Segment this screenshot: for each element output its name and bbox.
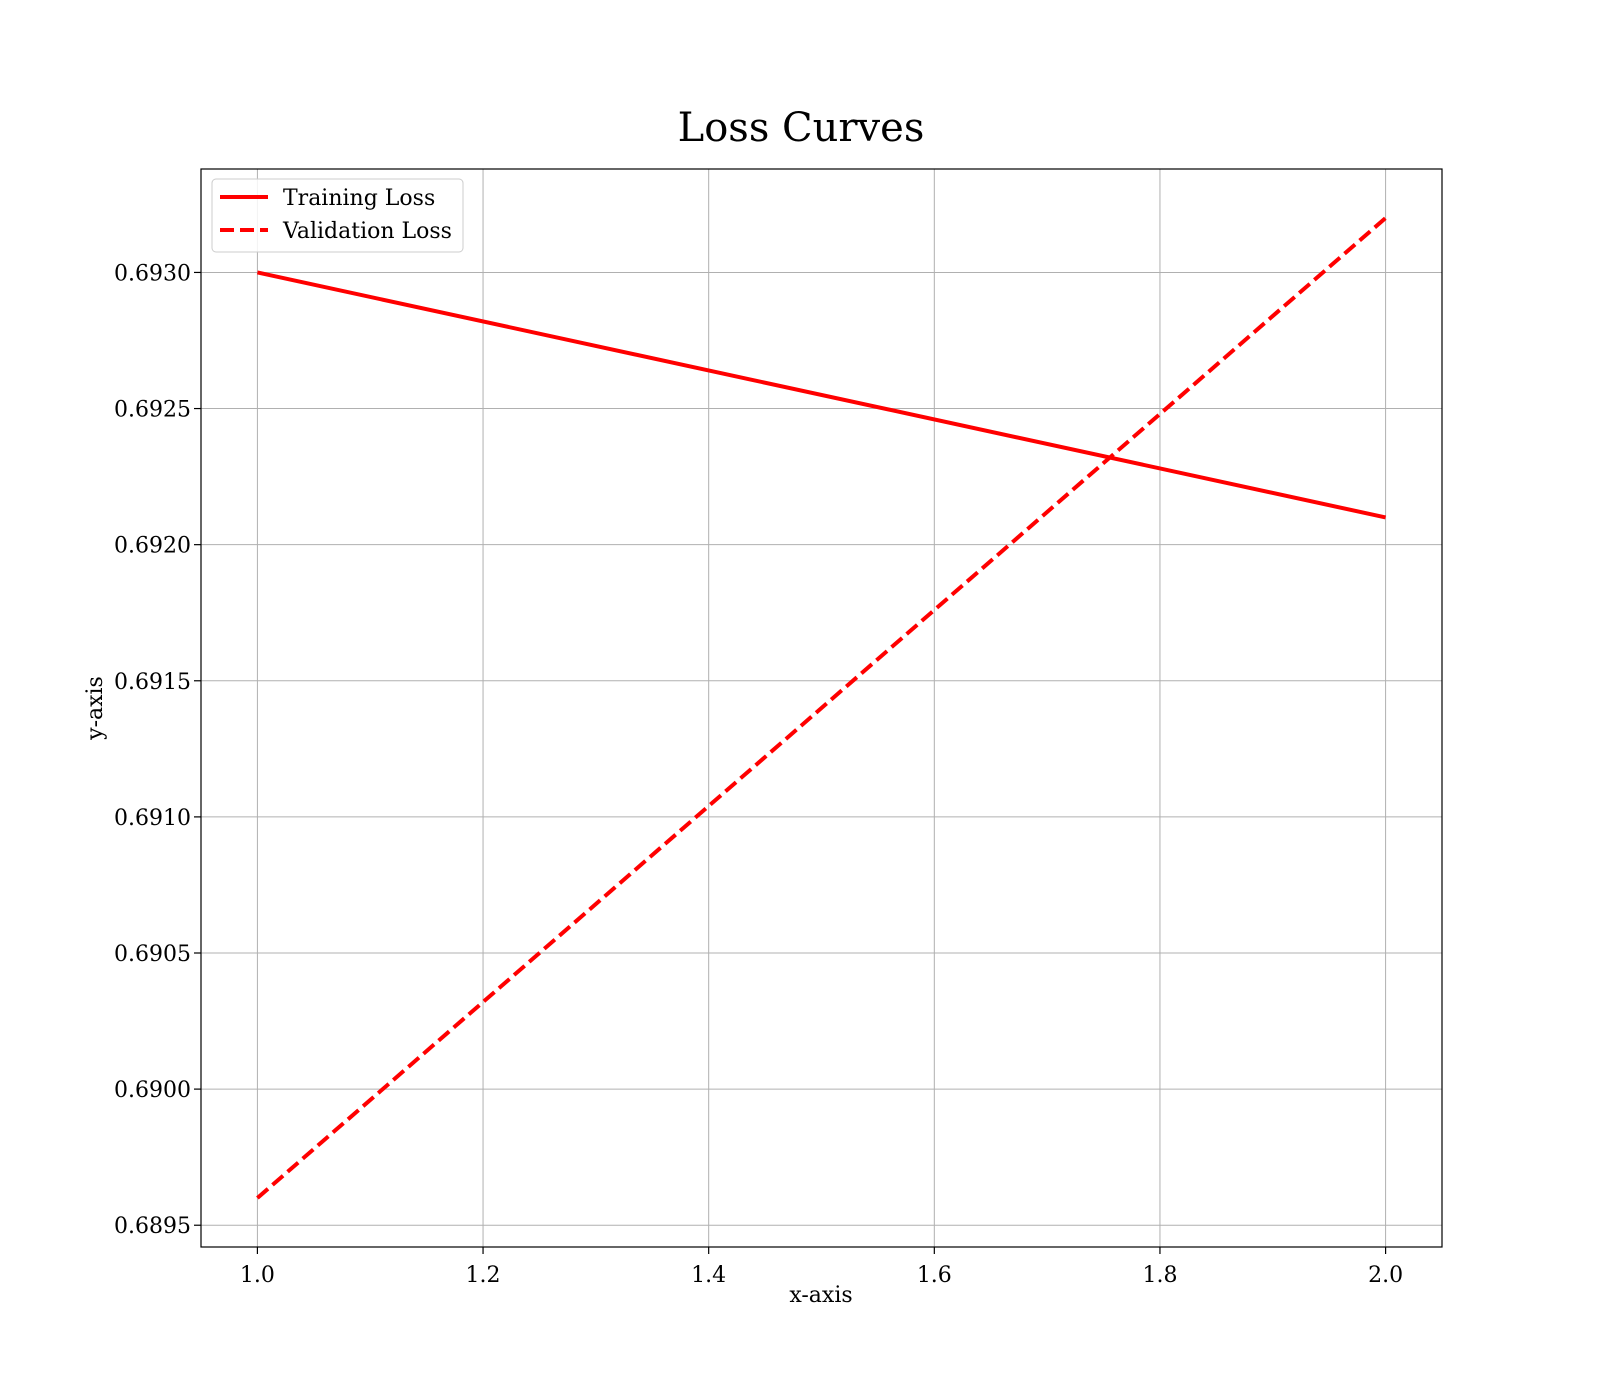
- x-tick-label: 1.6: [917, 1263, 952, 1288]
- y-tick-label: 0.6895: [114, 1214, 191, 1239]
- axis-ticks: 1.0 1.2 1.4 1.6 1.8 2.0 0.6895 0.6900 0.6905 0.69…: [114, 261, 1403, 1288]
- legend: Training Loss Validation Loss: [211, 178, 464, 253]
- x-axis-label: x-axis: [789, 1283, 852, 1308]
- legend-label-validation-loss: Validation Loss: [282, 219, 452, 244]
- x-tick-label: 1.4: [691, 1263, 726, 1288]
- chart-title: Loss Curves: [678, 105, 925, 151]
- series-line-validation-loss: [256, 216, 1387, 1200]
- y-tick-label: 0.6910: [114, 806, 191, 831]
- y-tick-label: 0.6905: [114, 942, 191, 967]
- y-tick-label: 0.6900: [114, 1078, 191, 1103]
- legend-label-training-loss: Training Loss: [283, 186, 435, 211]
- x-tick-label: 2.0: [1368, 1263, 1403, 1288]
- plot-frame: [200, 168, 1443, 1248]
- y-tick-label: 0.6925: [114, 398, 191, 423]
- legend-box: [211, 178, 464, 253]
- series-lines: [256, 216, 1387, 1200]
- grid-lines: [201, 169, 1442, 1247]
- x-tick-label: 1.2: [466, 1263, 501, 1288]
- y-tick-label: 0.6930: [114, 261, 191, 286]
- y-tick-label: 0.6915: [114, 670, 191, 695]
- series-line-training-loss: [256, 270, 1387, 520]
- y-tick-label: 0.6920: [114, 534, 191, 559]
- x-tick-label: 1.8: [1142, 1263, 1177, 1288]
- x-tick-label: 1.0: [240, 1263, 275, 1288]
- y-axis-label: y-axis: [83, 676, 108, 741]
